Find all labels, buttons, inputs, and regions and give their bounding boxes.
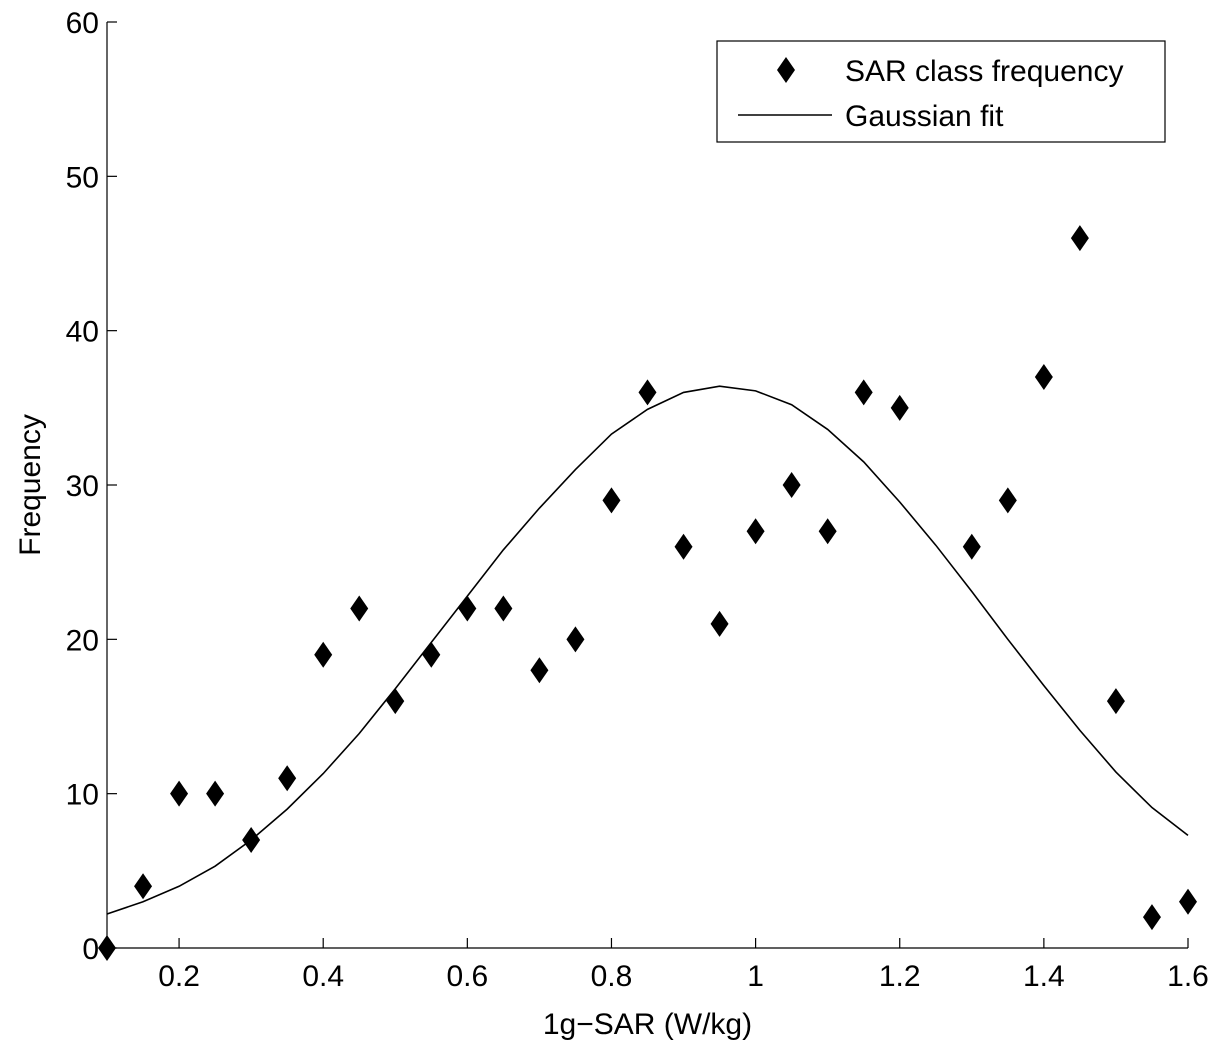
y-tick-label: 60 bbox=[66, 7, 99, 40]
legend-diamond-icon bbox=[777, 57, 795, 83]
data-point-diamond bbox=[278, 765, 297, 792]
data-point-diamond bbox=[962, 533, 981, 560]
data-point-diamond bbox=[530, 657, 549, 684]
x-tick-label: 0.2 bbox=[158, 960, 200, 993]
data-point-diamond bbox=[386, 688, 405, 715]
data-point-diamond bbox=[890, 394, 909, 421]
x-ticks: 0.2 0.4 0.6 0.8 1 1.2 1.4 1.6 bbox=[158, 938, 1209, 993]
data-point-diamond bbox=[314, 641, 333, 668]
y-tick-label: 10 bbox=[66, 779, 99, 812]
plot-area: 0.2 0.4 0.6 0.8 1 1.2 1.4 1.6 0 10 20 30 40 50 60 bbox=[66, 7, 1209, 993]
data-point-diamond bbox=[854, 379, 873, 406]
data-point-diamond bbox=[710, 610, 729, 637]
data-point-diamond bbox=[458, 595, 477, 622]
y-tick-label: 20 bbox=[66, 624, 99, 657]
y-tick-label: 0 bbox=[82, 933, 99, 966]
data-point-diamond bbox=[1034, 363, 1053, 390]
x-tick-label: 0.6 bbox=[446, 960, 488, 993]
gaussian-fit-line bbox=[106, 385, 1189, 915]
y-axis-title: Frequency bbox=[14, 414, 47, 556]
data-point-diamond bbox=[206, 780, 225, 807]
legend-label-markers: SAR class frequency bbox=[845, 55, 1123, 88]
y-tick-label: 50 bbox=[66, 161, 99, 194]
data-point-diamond bbox=[998, 487, 1017, 514]
legend-box bbox=[716, 40, 1166, 143]
data-point-diamond bbox=[746, 518, 765, 545]
x-tick-label: 1 bbox=[747, 960, 764, 993]
data-point-diamond bbox=[674, 533, 693, 560]
data-point-diamond bbox=[818, 518, 837, 545]
data-point-diamond bbox=[350, 595, 369, 622]
data-point-diamond bbox=[98, 935, 116, 961]
y-tick-label: 40 bbox=[66, 316, 99, 349]
data-point-diamond bbox=[422, 641, 441, 668]
data-point-diamond bbox=[1179, 888, 1197, 915]
data-point-diamond bbox=[134, 873, 153, 900]
data-point-diamond bbox=[242, 826, 261, 853]
data-point-diamond bbox=[782, 472, 801, 498]
data-point-diamond bbox=[566, 626, 585, 653]
x-axis-title: 1g−SAR (W/kg) bbox=[543, 1008, 752, 1041]
sar-class-frequency-markers bbox=[98, 225, 1197, 961]
data-point-diamond bbox=[638, 379, 657, 406]
x-tick-label: 0.4 bbox=[302, 960, 344, 993]
x-tick-label: 1.6 bbox=[1167, 960, 1209, 993]
x-tick-label: 1.4 bbox=[1023, 960, 1065, 993]
data-point-diamond bbox=[1106, 688, 1125, 715]
legend-label-fit: Gaussian fit bbox=[845, 100, 1004, 133]
data-point-diamond bbox=[494, 595, 513, 622]
y-ticks: 0 10 20 30 40 50 60 bbox=[66, 7, 117, 966]
x-tick-label: 1.2 bbox=[879, 960, 921, 993]
data-point-diamond bbox=[170, 780, 189, 807]
data-point-diamond bbox=[1070, 225, 1089, 252]
y-tick-label: 30 bbox=[66, 470, 99, 503]
data-point-diamond bbox=[1142, 904, 1161, 931]
legend: SAR class frequency Gaussian fit bbox=[716, 40, 1166, 143]
data-point-diamond bbox=[602, 487, 621, 514]
x-tick-label: 0.8 bbox=[591, 960, 633, 993]
